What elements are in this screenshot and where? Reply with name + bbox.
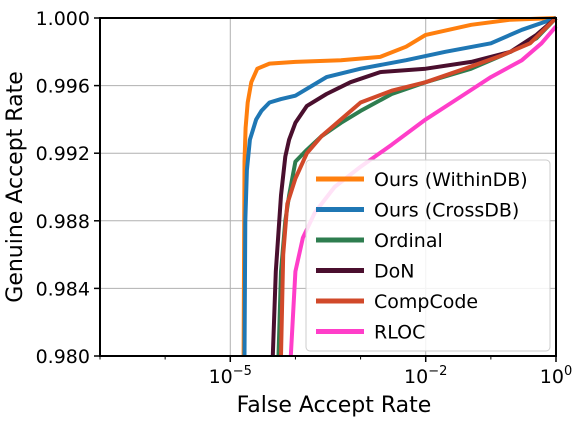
legend-label-3: DoN [374, 261, 414, 283]
series-line-0 [241, 16, 557, 356]
legend-label-5: RLOC [374, 322, 425, 344]
axes-frame [99, 17, 557, 357]
series-line-4 [279, 16, 558, 356]
y-tick-label-2: 0.988 [36, 211, 90, 233]
x-axis-label: False Accept Rate [237, 393, 432, 418]
y-tick-label-3: 0.992 [36, 143, 90, 165]
legend-box [305, 159, 551, 352]
legend-label-1: Ours (CrossDB) [374, 200, 519, 222]
y-tick-label-1: 0.984 [36, 278, 90, 300]
x-tick-label-0: 10−5 [209, 364, 252, 388]
legend-label-4: CompCode [374, 291, 478, 313]
series-line-5 [288, 25, 558, 356]
y-tick-label-4: 0.996 [36, 76, 90, 98]
series-lines [241, 16, 558, 356]
legend-label-2: Ordinal [374, 230, 443, 252]
y-tick-label-5: 1.000 [36, 8, 90, 30]
legend-label-0: Ours (WithinDB) [374, 169, 528, 191]
y-axis-label: Genuine Accept Rate [3, 71, 28, 302]
x-tick-label-2: 100 [540, 364, 572, 388]
series-line-1 [242, 16, 557, 356]
y-tick-label-0: 0.980 [36, 346, 90, 368]
x-tick-label-1: 10−2 [404, 364, 447, 388]
